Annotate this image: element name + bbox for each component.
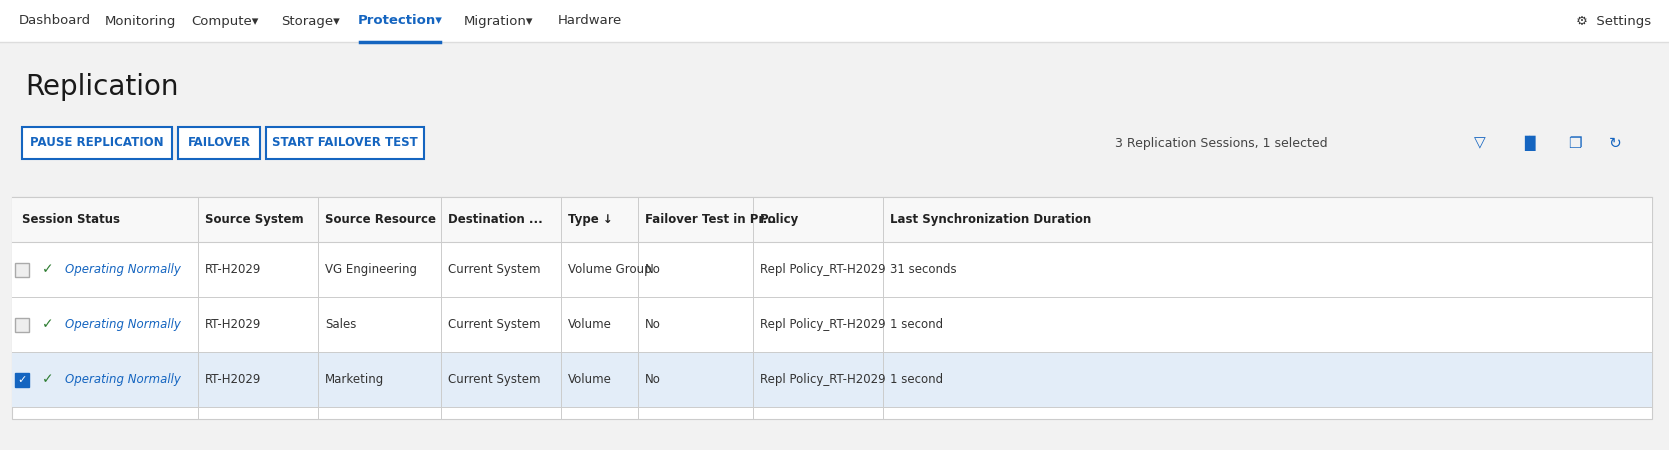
Text: ✓: ✓ (42, 318, 53, 332)
Text: Current System: Current System (447, 373, 541, 386)
Bar (12, 242, 1652, 297)
Text: Destination ...: Destination ... (447, 213, 542, 226)
Text: Current System: Current System (447, 318, 541, 331)
Text: ▐▌: ▐▌ (1519, 135, 1542, 151)
Text: Storage▾: Storage▾ (280, 14, 339, 27)
Text: ▽: ▽ (1474, 135, 1485, 150)
Text: Protection▾: Protection▾ (357, 14, 442, 27)
Text: Monitoring: Monitoring (105, 14, 175, 27)
Text: No: No (644, 373, 661, 386)
Bar (22, 127, 172, 159)
Text: RT-H2029: RT-H2029 (205, 263, 262, 276)
Text: Operating Normally: Operating Normally (65, 318, 180, 331)
Text: Repl Policy_RT-H2029: Repl Policy_RT-H2029 (759, 373, 886, 386)
Text: Repl Policy_RT-H2029: Repl Policy_RT-H2029 (759, 318, 886, 331)
Bar (179, 127, 260, 159)
Bar (15, 262, 28, 276)
Text: 3 Replication Sessions, 1 selected: 3 Replication Sessions, 1 selected (1115, 136, 1327, 149)
Bar (12, 352, 1652, 407)
Text: Sales: Sales (325, 318, 357, 331)
Bar (15, 318, 28, 332)
Text: No: No (644, 263, 661, 276)
Text: Volume: Volume (567, 318, 613, 331)
Text: RT-H2029: RT-H2029 (205, 373, 262, 386)
Text: Volume Group: Volume Group (567, 263, 651, 276)
Text: Source Resource: Source Resource (325, 213, 436, 226)
Text: ⚙  Settings: ⚙ Settings (1577, 14, 1652, 27)
Text: Migration▾: Migration▾ (464, 14, 532, 27)
Bar (0, 0, 1669, 42)
Text: Repl Policy_RT-H2029: Repl Policy_RT-H2029 (759, 263, 886, 276)
Text: 1 second: 1 second (890, 318, 943, 331)
Text: 1 second: 1 second (890, 373, 943, 386)
Bar (12, 197, 1652, 242)
Bar (12, 297, 1652, 352)
Text: Compute▾: Compute▾ (192, 14, 259, 27)
Text: ↻: ↻ (1609, 135, 1621, 150)
Bar (12, 197, 1652, 419)
Text: VG Engineering: VG Engineering (325, 263, 417, 276)
Text: FAILOVER: FAILOVER (187, 136, 250, 149)
Bar (15, 373, 28, 387)
Text: Replication: Replication (25, 73, 179, 101)
Text: ✓: ✓ (42, 262, 53, 276)
Text: Operating Normally: Operating Normally (65, 373, 180, 386)
Text: No: No (644, 318, 661, 331)
Text: Hardware: Hardware (557, 14, 623, 27)
Text: Dashboard: Dashboard (18, 14, 92, 27)
Text: ✓: ✓ (42, 373, 53, 387)
Text: RT-H2029: RT-H2029 (205, 318, 262, 331)
Text: ❐: ❐ (1569, 135, 1582, 150)
Text: Type ↓: Type ↓ (567, 213, 613, 226)
Text: Current System: Current System (447, 263, 541, 276)
Text: PAUSE REPLICATION: PAUSE REPLICATION (30, 136, 164, 149)
Text: Operating Normally: Operating Normally (65, 263, 180, 276)
Bar (265, 127, 424, 159)
Text: Session Status: Session Status (22, 213, 120, 226)
Text: Policy: Policy (759, 213, 799, 226)
Text: Last Synchronization Duration: Last Synchronization Duration (890, 213, 1092, 226)
Text: Source System: Source System (205, 213, 304, 226)
Text: START FAILOVER TEST: START FAILOVER TEST (272, 136, 417, 149)
Text: Volume: Volume (567, 373, 613, 386)
Text: Marketing: Marketing (325, 373, 384, 386)
Text: Failover Test in Pr...: Failover Test in Pr... (644, 213, 776, 226)
Text: ✓: ✓ (17, 374, 27, 384)
Text: 31 seconds: 31 seconds (890, 263, 956, 276)
